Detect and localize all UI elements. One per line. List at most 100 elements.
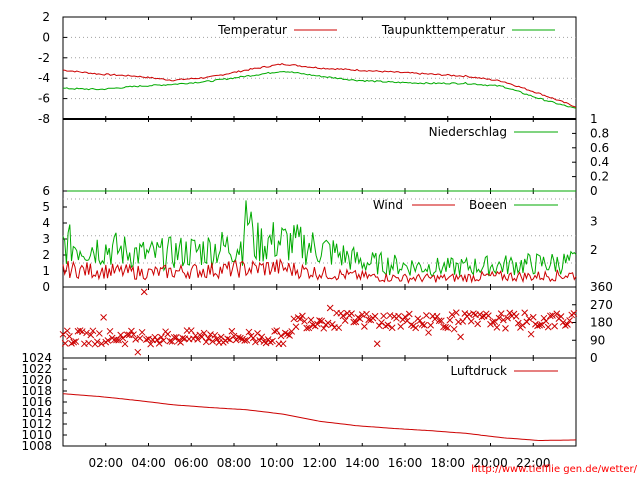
wind-direction-marker <box>113 336 120 344</box>
wind-direction-marker <box>559 318 567 326</box>
y-tick-label-right: 0 <box>590 184 598 198</box>
wind-direction-marker <box>504 314 511 322</box>
wind-direction-marker <box>85 339 93 347</box>
wind-direction-marker <box>328 321 336 328</box>
wind-direction-marker <box>423 312 430 319</box>
wind-direction-marker <box>506 309 514 317</box>
wind-direction-marker <box>380 312 387 320</box>
wind-direction-marker <box>446 316 454 324</box>
wind-direction-marker <box>224 335 231 343</box>
wind-direction-marker <box>553 310 561 318</box>
wind-direction-marker <box>540 314 548 322</box>
y-tick-label: 1012 <box>21 417 52 431</box>
y-tick-label-right: 0 <box>590 351 598 365</box>
wind-direction-marker <box>98 340 105 348</box>
wind-direction-marker <box>194 336 202 343</box>
wind-direction-marker <box>128 327 135 335</box>
series-line-Wind <box>62 257 577 285</box>
wind-direction-marker <box>204 335 212 342</box>
wind-direction-marker <box>405 310 413 318</box>
y-tick-label-right: 180 <box>590 316 613 330</box>
wind-direction-marker <box>153 336 161 344</box>
wind-direction-marker <box>519 321 526 329</box>
y-tick-label: 1022 <box>21 362 52 376</box>
wind-direction-marker <box>549 312 556 319</box>
wind-direction-marker <box>230 332 238 340</box>
wind-direction-marker <box>179 334 187 342</box>
wind-direction-marker <box>363 310 370 318</box>
y-tick-label: 5 <box>42 200 50 214</box>
y-tick-label-right: 0.6 <box>590 141 609 155</box>
wind-direction-marker <box>442 323 449 331</box>
wind-direction-marker <box>386 312 394 319</box>
y-tick-label-right: 3 <box>590 214 598 228</box>
wind-direction-marker <box>542 317 550 325</box>
wind-direction-marker <box>59 330 67 338</box>
legend-label: Temperatur <box>217 23 287 37</box>
wind-direction-marker <box>266 338 274 346</box>
y-tick-label-right: 0.2 <box>590 170 609 184</box>
wind-direction-marker <box>356 315 364 323</box>
wind-direction-marker <box>269 337 276 345</box>
wind-direction-marker <box>106 327 114 335</box>
y-tick-label: 0 <box>42 280 50 294</box>
wind-direction-marker <box>339 312 347 320</box>
y-tick-label: -6 <box>38 92 50 106</box>
wind-direction-marker <box>485 312 492 319</box>
y-tick-label-right: 270 <box>590 298 613 312</box>
wind-direction-marker <box>63 327 71 335</box>
wind-direction-marker <box>395 312 402 320</box>
wind-direction-marker <box>273 327 281 334</box>
wind-direction-marker <box>375 322 383 330</box>
wind-direction-marker <box>378 319 385 326</box>
source-link[interactable]: http://www.tiefflie gen.de/wetter/ <box>471 464 637 475</box>
wind-direction-marker <box>491 318 499 325</box>
x-tick-label: 04:00 <box>131 456 166 470</box>
y-tick-label: 1020 <box>21 373 52 387</box>
wind-direction-marker <box>160 337 167 344</box>
wind-direction-marker <box>502 325 509 332</box>
wind-direction-marker <box>361 323 368 330</box>
wind-direction-marker <box>303 324 311 332</box>
wind-direction-marker <box>348 310 355 318</box>
wind-direction-marker <box>202 338 210 346</box>
y-tick-label: 1014 <box>21 406 52 420</box>
wind-direction-marker <box>373 340 381 348</box>
wind-direction-marker <box>252 338 259 346</box>
scatter-markers <box>59 288 578 356</box>
x-tick-label: 12:00 <box>302 456 337 470</box>
wind-direction-marker <box>546 312 554 320</box>
y-tick-label-right: 90 <box>590 333 605 347</box>
wind-direction-marker <box>536 321 544 329</box>
wind-direction-marker <box>271 328 278 335</box>
wind-direction-marker <box>95 330 103 337</box>
wind-direction-marker <box>254 330 261 337</box>
wind-direction-marker <box>286 332 293 339</box>
wind-direction-marker <box>307 316 315 324</box>
wind-direction-marker <box>525 315 533 322</box>
legend-label: Niederschlag <box>429 125 507 139</box>
wind-direction-marker <box>87 331 95 339</box>
wind-direction-marker <box>316 317 323 324</box>
series-line-Boeen <box>62 200 577 278</box>
wind-direction-marker <box>164 330 172 338</box>
wind-direction-marker <box>89 327 97 335</box>
y-tick-label: 1024 <box>21 351 52 365</box>
wind-direction-marker <box>497 310 505 317</box>
wind-direction-marker <box>335 324 343 332</box>
wind-direction-marker <box>305 324 313 332</box>
y-tick-label: 1018 <box>21 384 52 398</box>
wind-direction-marker <box>119 334 127 342</box>
wind-direction-marker <box>459 318 467 325</box>
y-tick-label: 1016 <box>21 395 52 409</box>
wind-direction-marker <box>241 337 249 344</box>
wind-direction-marker <box>352 318 360 326</box>
wind-direction-marker <box>448 311 456 318</box>
wind-direction-marker <box>521 309 529 317</box>
wind-direction-marker <box>566 317 573 324</box>
wind-direction-marker <box>117 331 125 339</box>
y-tick-label: 0 <box>42 30 50 44</box>
y-tick-label: 1010 <box>21 428 52 442</box>
wind-direction-marker <box>279 340 287 348</box>
